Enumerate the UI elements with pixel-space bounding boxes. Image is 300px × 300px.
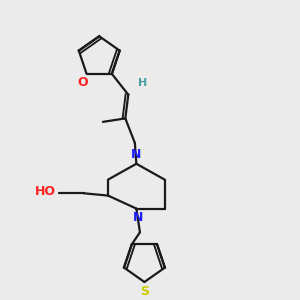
Text: N: N (131, 148, 142, 161)
Text: S: S (140, 285, 149, 298)
Text: O: O (78, 76, 88, 89)
Text: N: N (133, 212, 143, 224)
Text: HO: HO (35, 185, 56, 198)
Text: H: H (138, 78, 147, 88)
